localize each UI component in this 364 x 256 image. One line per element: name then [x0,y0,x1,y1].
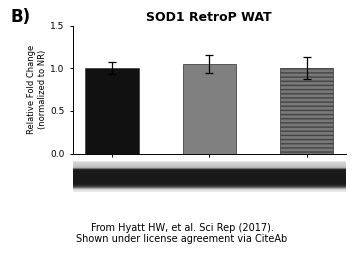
Bar [280,68,333,154]
Title: SOD1 RetroP WAT: SOD1 RetroP WAT [146,12,272,24]
Bar [182,64,236,154]
Text: B): B) [11,8,31,26]
Bar [85,68,139,154]
Y-axis label: Relative Fold Change
(normalized to NR): Relative Fold Change (normalized to NR) [27,45,47,134]
Text: From Hyatt HW, et al. Sci Rep (2017).
Shown under license agreement via CiteAb: From Hyatt HW, et al. Sci Rep (2017). Sh… [76,223,288,244]
